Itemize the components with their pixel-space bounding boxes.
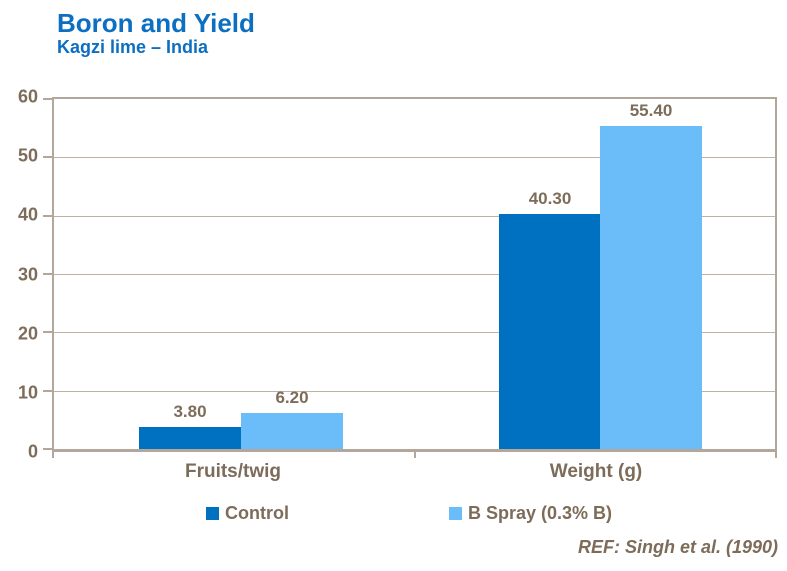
chart-subtitle: Kagzi lime – India — [57, 37, 209, 57]
y-axis-tick — [43, 214, 52, 217]
y-axis-tick — [43, 331, 52, 334]
y-axis-tick — [43, 389, 52, 392]
gridline-20 — [54, 332, 775, 334]
gridline-40 — [54, 215, 775, 217]
bar-bspray-weight: 55.40 — [600, 101, 702, 449]
y-tick-label-10: 10 — [17, 382, 38, 403]
legend-item-bspray: B Spray (0.3% B) — [449, 503, 612, 524]
legend-label-control: Control — [225, 503, 289, 523]
y-axis-tick — [43, 273, 52, 275]
y-axis-tick — [43, 98, 52, 100]
plot-area: 3.80 6.20 40.30 55.40 — [43, 97, 777, 458]
bar-value-label: 3.80 — [173, 401, 207, 421]
y-tick-label-30: 30 — [17, 264, 38, 284]
category-label-weight: Weight (g) — [549, 461, 643, 482]
bar-value-label: 40.30 — [528, 188, 572, 208]
gridline-50 — [54, 157, 775, 159]
x-axis-tick — [413, 451, 416, 458]
bar-control-weight: 40.30 — [499, 189, 601, 449]
chart-title: Boron and Yield — [57, 8, 255, 38]
y-tick-label-60: 60 — [17, 86, 38, 107]
gridline-30 — [54, 274, 775, 275]
bar-value-label: 55.40 — [629, 100, 673, 120]
legend-label-bspray: B Spray (0.3% B) — [468, 503, 613, 523]
y-axis-tick — [43, 448, 52, 450]
y-axis-tick — [43, 156, 52, 159]
x-axis-tick — [52, 451, 54, 458]
reference-text: REF: Singh et al. (1990) — [577, 537, 778, 557]
bar-control-fruits-twig: 3.80 — [139, 402, 241, 449]
bar-value-label: 6.20 — [275, 387, 309, 407]
bar-bspray-fruits-twig: 6.20 — [241, 388, 343, 449]
legend-marker-control-icon — [206, 507, 219, 520]
x-axis-tick — [775, 451, 777, 458]
y-axis-labels: 60 50 40 30 20 10 0 — [0, 87, 38, 462]
legend-item-control: Control — [206, 503, 289, 524]
y-tick-label-50: 50 — [17, 145, 38, 166]
category-label-fruits-twig: Fruits/twig — [184, 461, 282, 482]
y-tick-label-0: 0 — [27, 441, 38, 462]
y-tick-label-40: 40 — [17, 204, 38, 225]
legend-marker-bspray-icon — [449, 507, 462, 520]
y-tick-label-20: 20 — [17, 323, 38, 344]
gridline-10 — [54, 390, 775, 392]
